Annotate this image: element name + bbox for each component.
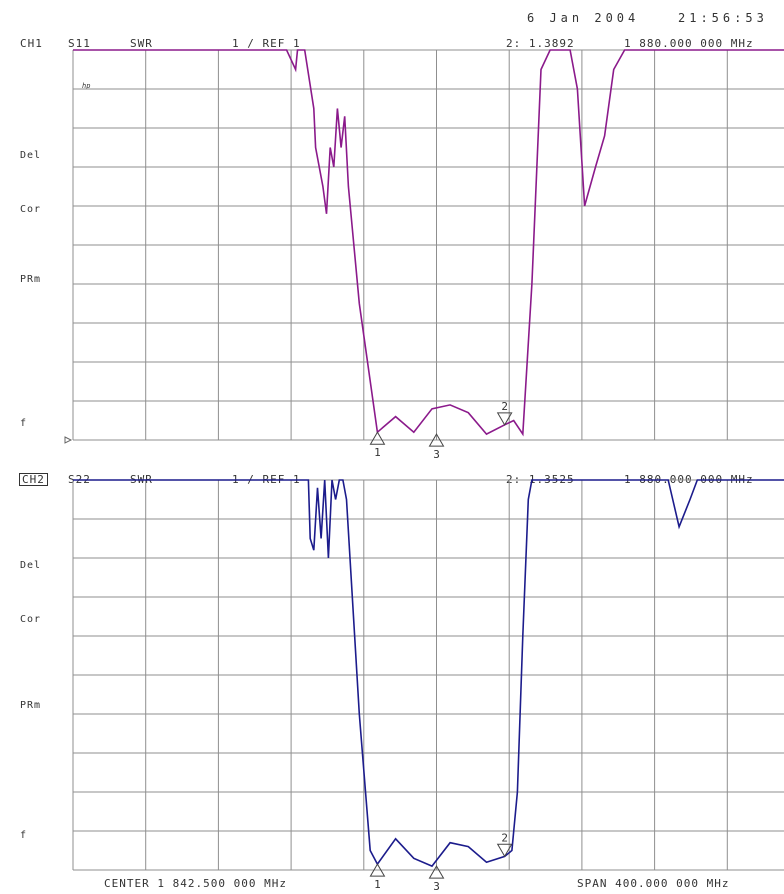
ch2-del-annotation: Del bbox=[20, 560, 42, 571]
ch2-marker-3 bbox=[428, 865, 445, 879]
ch1-del-annotation: Del bbox=[20, 150, 42, 161]
ch1-param: S11 bbox=[68, 37, 91, 50]
ch1-trace bbox=[73, 49, 784, 437]
ch1-scale: 1 / REF 1 bbox=[232, 37, 301, 50]
ch2-marker-label-2: 2 bbox=[501, 831, 508, 844]
ch1-marker-readout: 2: 1.3892 bbox=[506, 37, 575, 50]
ch2-prm-annotation: PRm bbox=[20, 700, 42, 711]
time-readout: 21:56:53 bbox=[678, 11, 768, 25]
ch2-cor-annotation: Cor bbox=[20, 614, 42, 625]
ch1-reference-arrow bbox=[64, 436, 73, 444]
ch2-marker-2 bbox=[496, 843, 513, 858]
ch1-marker-label-3: 3 bbox=[433, 448, 440, 461]
ch2-marker-label-3: 3 bbox=[433, 880, 440, 893]
ch2-trace bbox=[73, 479, 784, 868]
ch1-label: CH1 bbox=[20, 37, 43, 50]
span-frequency: SPAN 400.000 000 MHz bbox=[577, 877, 730, 890]
ch1-cor-annotation: Cor bbox=[20, 204, 42, 215]
ch1-marker-freq: 1 880.000 000 MHz bbox=[624, 37, 754, 50]
ch2-marker-label-1: 1 bbox=[374, 878, 381, 891]
ch1-format: SWR bbox=[130, 37, 153, 50]
ch1-f-annotation: f bbox=[20, 418, 28, 429]
ch1-marker-1 bbox=[369, 431, 386, 445]
ch2-label: CH2 bbox=[19, 473, 48, 486]
ch1-marker-3 bbox=[428, 433, 445, 447]
ch1-marker-label-1: 1 bbox=[374, 446, 381, 459]
ch1-prm-annotation: PRm bbox=[20, 274, 42, 285]
ch1-marker-2 bbox=[496, 412, 513, 426]
ch1-marker-label-2: 2 bbox=[501, 400, 508, 413]
center-frequency: CENTER 1 842.500 000 MHz bbox=[104, 877, 287, 890]
ch2-marker-1 bbox=[369, 863, 386, 877]
hp-logo: hp bbox=[82, 82, 91, 90]
ch2-f-annotation: f bbox=[20, 830, 28, 841]
date-readout: 6 Jan 2004 bbox=[527, 11, 640, 25]
